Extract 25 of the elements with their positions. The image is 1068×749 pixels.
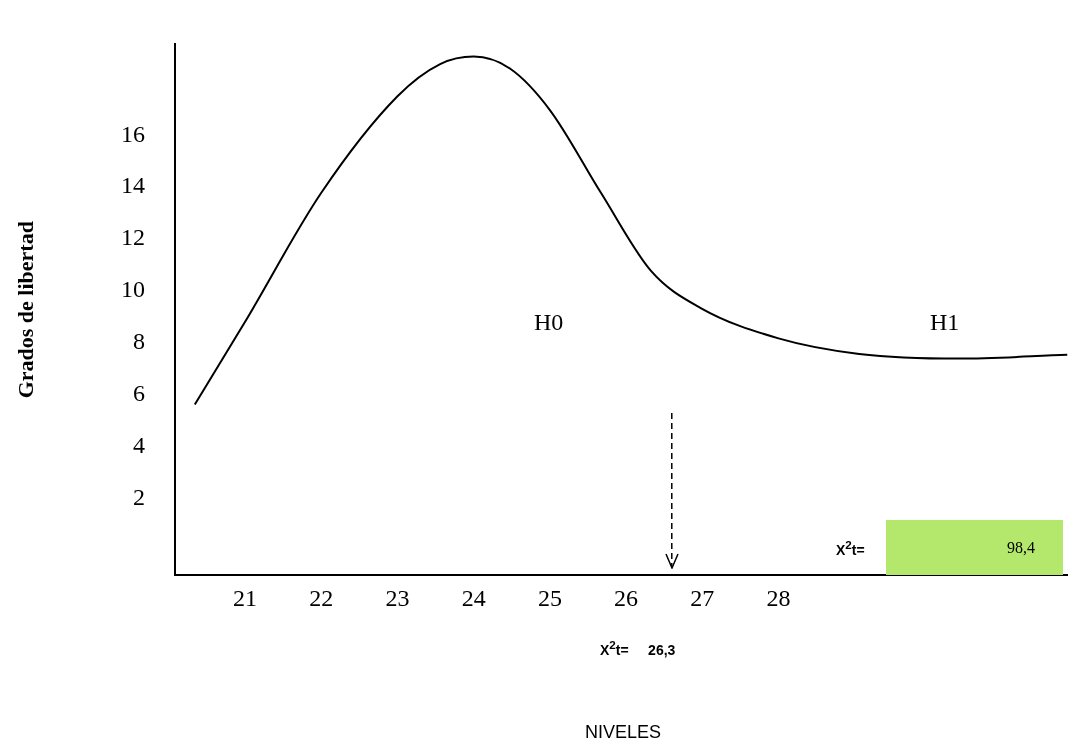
- y-tick-label: 6: [133, 379, 145, 406]
- y-tick-label: 12: [121, 224, 145, 251]
- x-tick-label: 24: [461, 584, 486, 611]
- y-tick-label: 16: [121, 120, 145, 147]
- y-tick-label: 10: [121, 276, 145, 303]
- y-tick-label: 2: [133, 483, 145, 510]
- x-tick-label: 22: [309, 584, 334, 611]
- x-tick-label: 28: [766, 584, 791, 611]
- text: X$^{2}$t= 26,3: [600, 638, 676, 658]
- x-tick-label: 26: [614, 584, 639, 611]
- y-axis-title: Grados de libertad: [12, 221, 38, 399]
- annotation: X$^{2}$t=: [836, 538, 865, 558]
- text: NIVELES: [585, 722, 662, 743]
- annotation: 98,4: [1007, 539, 1035, 557]
- x-tick-label: 21: [233, 584, 258, 611]
- x-tick-label: 27: [690, 584, 715, 611]
- x-tick-label: 23: [385, 584, 410, 611]
- annotation: H0: [534, 309, 564, 336]
- shaded-box: 98,4: [886, 520, 1063, 575]
- y-tick-label: 8: [133, 328, 145, 355]
- y-tick-label: 14: [121, 172, 145, 199]
- line-series: [193, 55, 1068, 406]
- annotation: H1: [930, 309, 960, 336]
- y-tick-label: 4: [133, 431, 145, 458]
- x-tick-label: 25: [537, 584, 562, 611]
